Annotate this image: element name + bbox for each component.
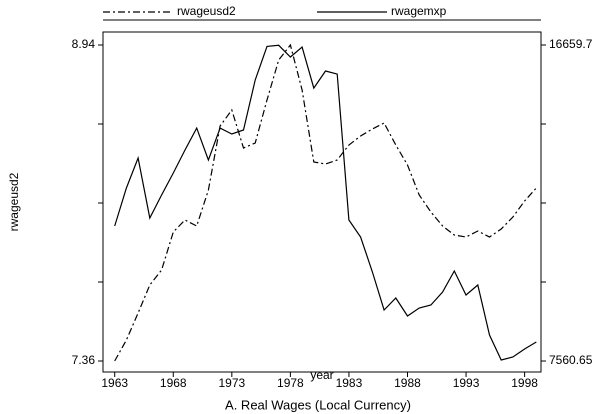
y-axis-title: rwageusd2 xyxy=(7,172,21,231)
x-tick-label: 1983 xyxy=(336,376,363,390)
x-axis-title: year xyxy=(310,368,333,382)
x-tick-label: 1993 xyxy=(453,376,480,390)
y2-tick-label: 7560.65 xyxy=(549,353,593,367)
plot-frame xyxy=(102,31,542,373)
y-tick-label: 7.36 xyxy=(72,353,96,367)
y2-tick-label: 16659.7 xyxy=(549,37,593,51)
y-tick-label: 8.94 xyxy=(72,37,96,51)
x-tick-label: 1968 xyxy=(160,376,187,390)
x-tick-label: 1998 xyxy=(511,376,538,390)
x-tick-label: 1988 xyxy=(394,376,421,390)
series-line xyxy=(114,44,537,361)
x-tick-label: 1978 xyxy=(277,376,304,390)
x-tick-label: 1963 xyxy=(101,376,128,390)
chart-title: A. Real Wages (Local Currency) xyxy=(225,397,411,412)
series-line xyxy=(114,43,537,362)
legend-label: rwageusd2 xyxy=(177,4,236,18)
x-tick-label: 1973 xyxy=(218,376,245,390)
legend-label: rwagemxp xyxy=(391,4,447,18)
